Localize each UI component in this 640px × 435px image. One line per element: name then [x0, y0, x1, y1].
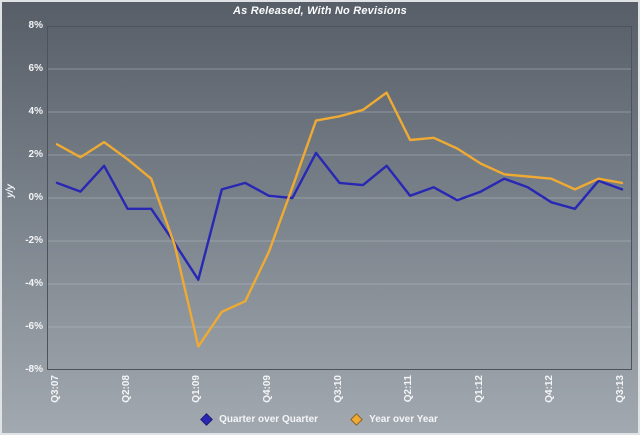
chart-title: As Released, With No Revisions — [232, 5, 407, 17]
y-tick-label: -4% — [25, 278, 43, 289]
plot-area — [47, 26, 632, 370]
legend-label-quarter-over-quarter: Quarter over Quarter — [219, 414, 319, 425]
x-tick-label: Q3:10 — [332, 375, 344, 403]
y-tick-label: 8% — [28, 20, 43, 31]
y-tick-label: 0% — [28, 192, 43, 203]
x-tick-label: Q4:09 — [261, 375, 273, 403]
series-line-quarter-over-quarter — [55, 151, 624, 281]
plot-border — [47, 26, 632, 370]
x-tick-label: Q2:08 — [120, 375, 132, 403]
legend-item-quarter-over-quarter: Quarter over Quarter — [200, 413, 319, 426]
y-tick-label: 2% — [28, 149, 43, 160]
x-tick-label: Q2:11 — [403, 375, 415, 403]
series-line-year-over-year — [55, 91, 624, 348]
legend-label-year-over-year: Year over Year — [369, 414, 438, 425]
x-tick-label: Q1:09 — [191, 375, 203, 403]
legend-marker-year-over-year-icon — [350, 413, 363, 426]
x-tick-label: Q4:12 — [544, 375, 556, 403]
y-tick-label: -2% — [25, 235, 43, 246]
y-tick-label: 6% — [28, 63, 43, 74]
y-tick-label: -8% — [25, 364, 43, 375]
x-tick-label: Q3:07 — [50, 375, 61, 403]
x-tick-label: Q1:12 — [473, 375, 485, 403]
legend-item-year-over-year: Year over Year — [350, 413, 438, 426]
x-tick-label: Q3:13 — [615, 375, 626, 403]
legend-marker-quarter-over-quarter-icon — [200, 413, 214, 426]
y-tick-label: 4% — [28, 106, 43, 117]
y-tick-label: -6% — [25, 321, 43, 332]
legend: Quarter over Quarter Year over Year — [2, 413, 638, 426]
